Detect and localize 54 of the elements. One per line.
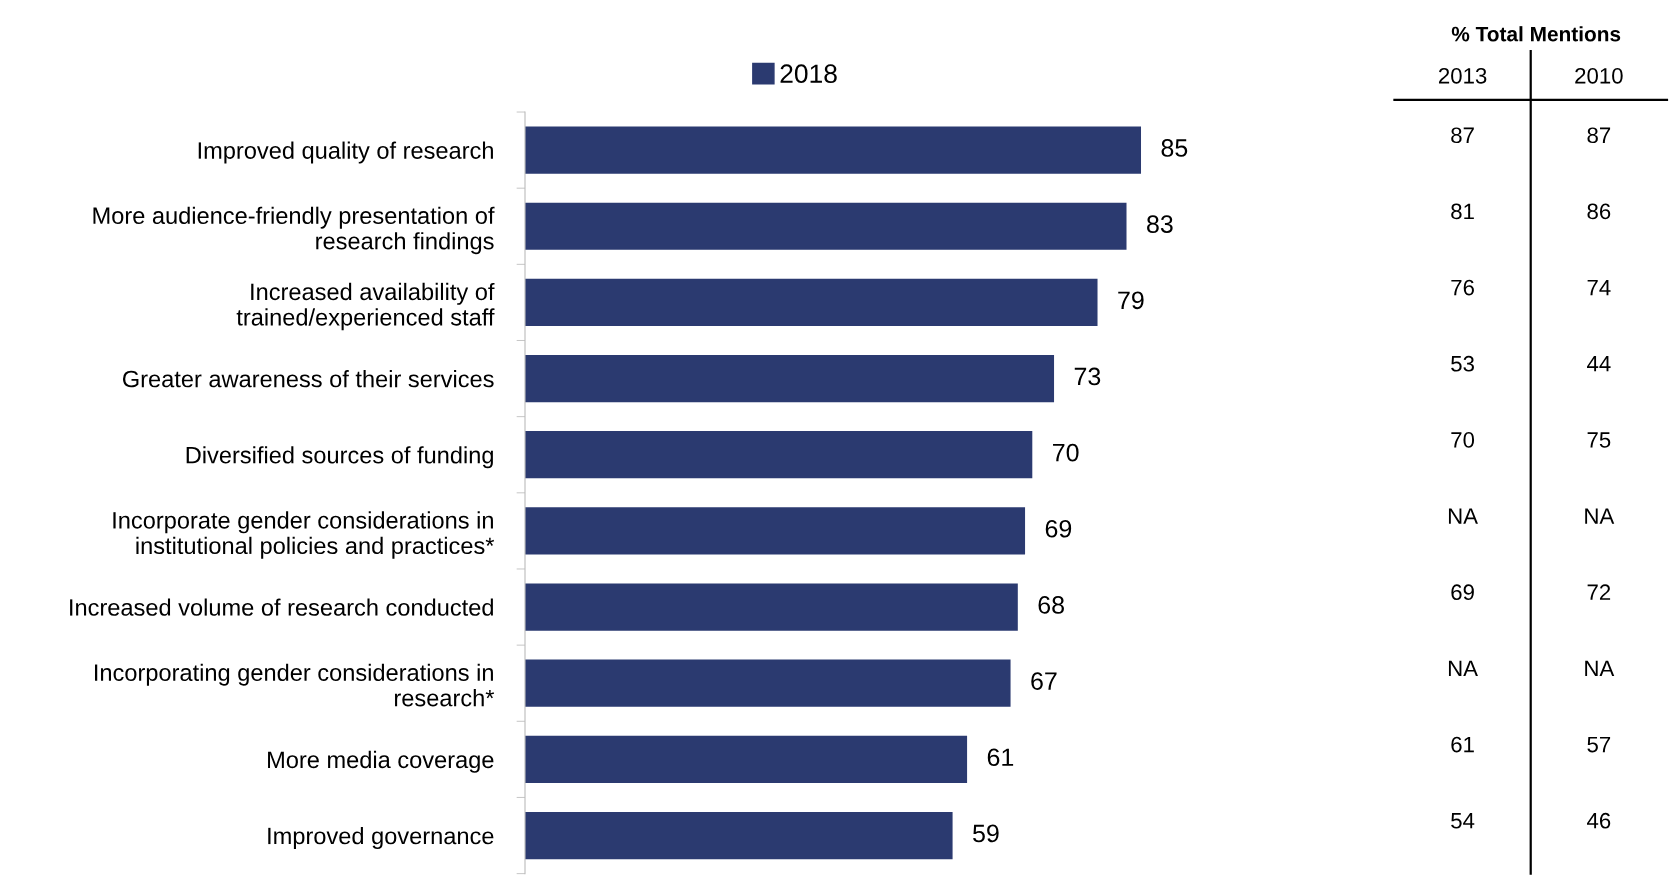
legend-label: 2018 xyxy=(780,64,837,84)
text: 86 xyxy=(1587,203,1611,220)
bar xyxy=(525,735,968,783)
y-tick-label: Increased availability of trained/experienced staff xyxy=(236,282,495,331)
category-label: 2013 xyxy=(1438,67,1487,84)
bar xyxy=(525,431,1033,479)
y-tick-label: More audience-friendly presentation of research findings xyxy=(93,206,495,255)
text: 70 xyxy=(1451,432,1475,448)
y-tick-label: More media coverage xyxy=(268,750,494,773)
text: 81 xyxy=(1451,203,1474,220)
data-label: 85 xyxy=(1161,139,1188,157)
text: 75 xyxy=(1587,432,1611,448)
category-label: 2010 xyxy=(1575,67,1623,84)
text: 76 xyxy=(1451,279,1474,296)
text: 61 xyxy=(1451,736,1474,753)
text: 69 xyxy=(1451,584,1474,601)
text: 72 xyxy=(1587,584,1611,600)
y-tick-label: Increased volume of research conducted xyxy=(70,598,493,616)
data-label: 68 xyxy=(1038,596,1064,614)
data-label: 79 xyxy=(1118,291,1144,310)
text: NA xyxy=(1585,660,1615,677)
data-label: 70 xyxy=(1053,443,1079,462)
text: 57 xyxy=(1587,736,1611,753)
bar xyxy=(525,126,1142,174)
y-tick-label: Improved quality of research xyxy=(198,141,493,164)
text: NA xyxy=(1448,508,1478,524)
bar xyxy=(525,659,1011,707)
bar xyxy=(525,811,953,860)
bar xyxy=(525,202,1127,250)
text: 74 xyxy=(1587,279,1611,296)
y-tick-label: Incorporating gender considerations in research* xyxy=(95,663,495,707)
text: % Total Mentions xyxy=(1451,26,1621,42)
data-label: 69 xyxy=(1045,519,1072,538)
text: 53 xyxy=(1451,355,1474,372)
text: NA xyxy=(1585,508,1615,524)
bar xyxy=(525,278,1098,327)
bar xyxy=(525,583,1018,631)
text: 54 xyxy=(1451,813,1475,829)
bar xyxy=(525,507,1026,555)
data-label: 67 xyxy=(1031,672,1057,690)
bar xyxy=(525,354,1055,403)
data-label: 61 xyxy=(987,748,1014,767)
y-tick-label: Greater awareness of their services xyxy=(122,370,494,388)
data-label: 59 xyxy=(973,824,999,843)
text: 87 xyxy=(1451,127,1474,144)
data-label: 73 xyxy=(1074,367,1101,386)
data-label: 83 xyxy=(1147,215,1173,233)
y-tick-label: Improved governance xyxy=(268,826,494,849)
text: 87 xyxy=(1587,127,1611,144)
text: 46 xyxy=(1587,812,1611,829)
y-tick-label: Diversified sources of funding xyxy=(186,446,493,469)
text: 44 xyxy=(1587,356,1611,372)
y-tick-label: Incorporate gender considerations in institutional policies and practices* xyxy=(113,511,495,559)
text: NA xyxy=(1448,660,1478,677)
